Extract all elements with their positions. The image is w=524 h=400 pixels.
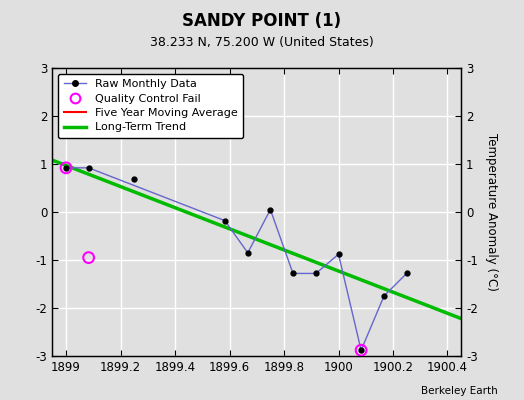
Legend: Raw Monthly Data, Quality Control Fail, Five Year Moving Average, Long-Term Tren: Raw Monthly Data, Quality Control Fail, … [58,74,243,138]
Point [84,254,93,261]
Text: 38.233 N, 75.200 W (United States): 38.233 N, 75.200 W (United States) [150,36,374,49]
Point [357,347,365,354]
Y-axis label: Temperature Anomaly (°C): Temperature Anomaly (°C) [485,133,498,291]
Text: Berkeley Earth: Berkeley Earth [421,386,498,396]
Point [62,165,70,171]
Text: SANDY POINT (1): SANDY POINT (1) [182,12,342,30]
